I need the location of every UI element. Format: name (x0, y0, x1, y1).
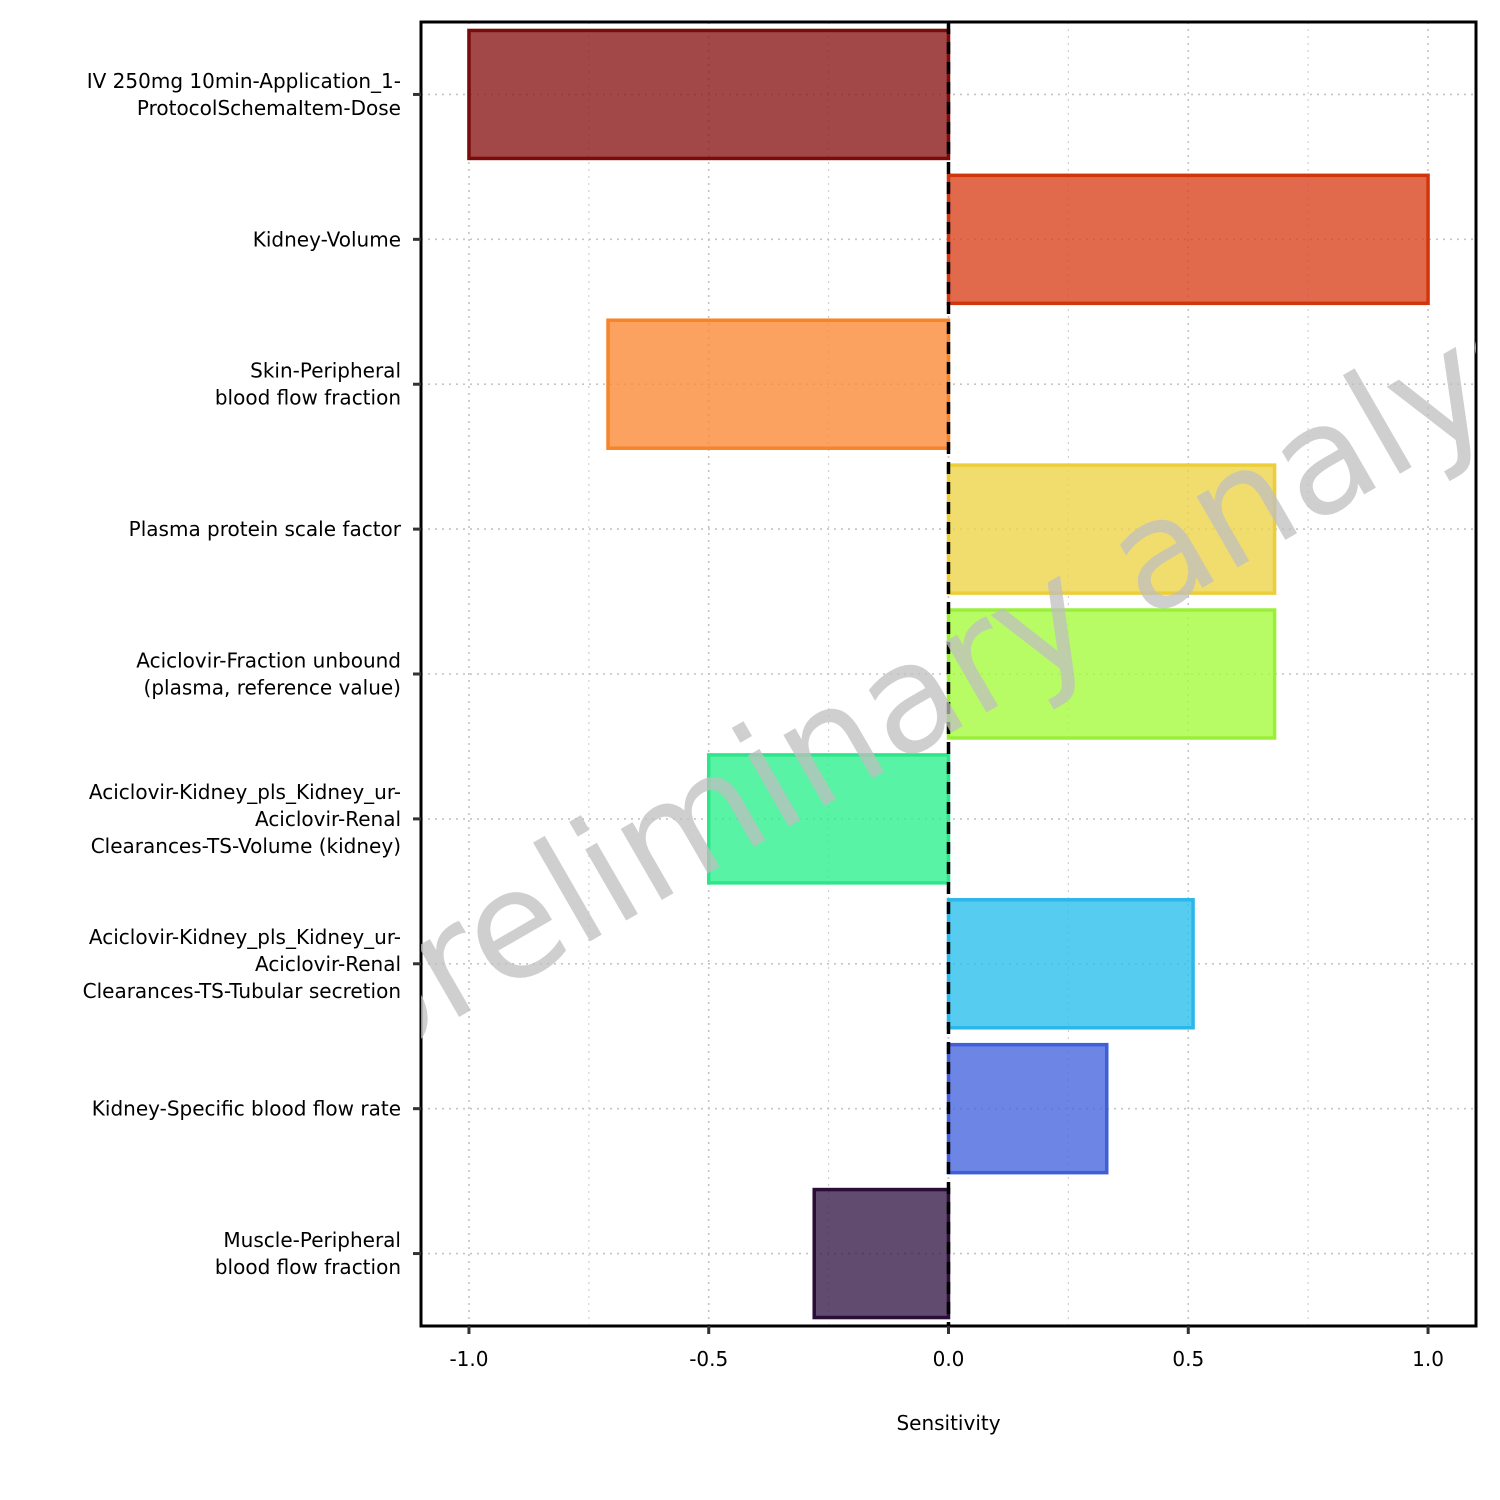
category-label-line: Aciclovir-Renal (255, 952, 401, 976)
category-label-line: Aciclovir-Kidney_pls_Kidney_ur- (89, 780, 401, 804)
category-label-line: Aciclovir-Kidney_pls_Kidney_ur- (89, 925, 401, 949)
category-label-line: Aciclovir-Renal (255, 807, 401, 831)
category-label-line: (plasma, reference value) (144, 676, 401, 700)
bar (467, 28, 951, 161)
category-label-line: blood flow fraction (215, 386, 401, 410)
x-axis-title: Sensitivity (896, 1411, 1000, 1435)
bars (467, 28, 1430, 1320)
category-label-line: Aciclovir-Fraction unbound (136, 649, 401, 673)
category-label: Aciclovir-Kidney_pls_Kidney_ur- Aciclovir… (83, 925, 401, 1003)
x-tick-label: 0.5 (1172, 1347, 1204, 1371)
category-label-line: ProtocolSchemaItem-Dose (137, 96, 401, 120)
bar (946, 463, 1277, 595)
category-label-line: Muscle-Peripheral (223, 1228, 401, 1252)
x-tick-label: -0.5 (689, 1347, 728, 1371)
category-label: Plasma protein scale factor (129, 517, 402, 541)
category-label: Skin-Peripheral blood flow fraction (215, 359, 401, 410)
category-label-line: Kidney-Specific blood flow rate (92, 1097, 401, 1121)
category-label: Kidney-Specific blood flow rate (92, 1097, 401, 1121)
y-axis-labels: IV 250mg 10min-Application_1- ProtocolSch… (83, 69, 402, 1279)
category-label: IV 250mg 10min-Application_1- ProtocolSch… (87, 69, 401, 120)
bar (946, 608, 1277, 740)
x-tick-label: -1.0 (449, 1347, 488, 1371)
bar (706, 753, 951, 885)
category-label-line: Plasma protein scale factor (129, 517, 402, 541)
x-tick-label: 0.0 (933, 1347, 965, 1371)
y-axis-ticks (413, 92, 421, 1256)
bar (812, 1187, 951, 1320)
category-label: Aciclovir-Fraction unbound (plasma, refer… (136, 649, 401, 700)
x-tick-label: 1.0 (1412, 1347, 1444, 1371)
category-label-line: Skin-Peripheral (250, 359, 401, 383)
category-label: Muscle-Peripheral blood flow fraction (215, 1228, 401, 1279)
bar (946, 898, 1195, 1030)
category-label-line: Clearances-TS-Volume (kidney) (91, 834, 401, 858)
category-label-line: Clearances-TS-Tubular secretion (83, 979, 401, 1003)
bar (946, 1042, 1109, 1175)
category-label: Kidney-Volume (253, 227, 401, 251)
bar (946, 173, 1430, 306)
category-label-line: Kidney-Volume (253, 227, 401, 251)
category-label-line: blood flow fraction (215, 1255, 401, 1279)
category-label-line: IV 250mg 10min-Application_1- (87, 69, 401, 93)
x-axis-ticks: -1.0 -0.5 0.0 0.5 1.0 (449, 1326, 1444, 1371)
bar (606, 318, 951, 450)
category-label: Aciclovir-Kidney_pls_Kidney_ur- Aciclovir… (89, 780, 401, 858)
